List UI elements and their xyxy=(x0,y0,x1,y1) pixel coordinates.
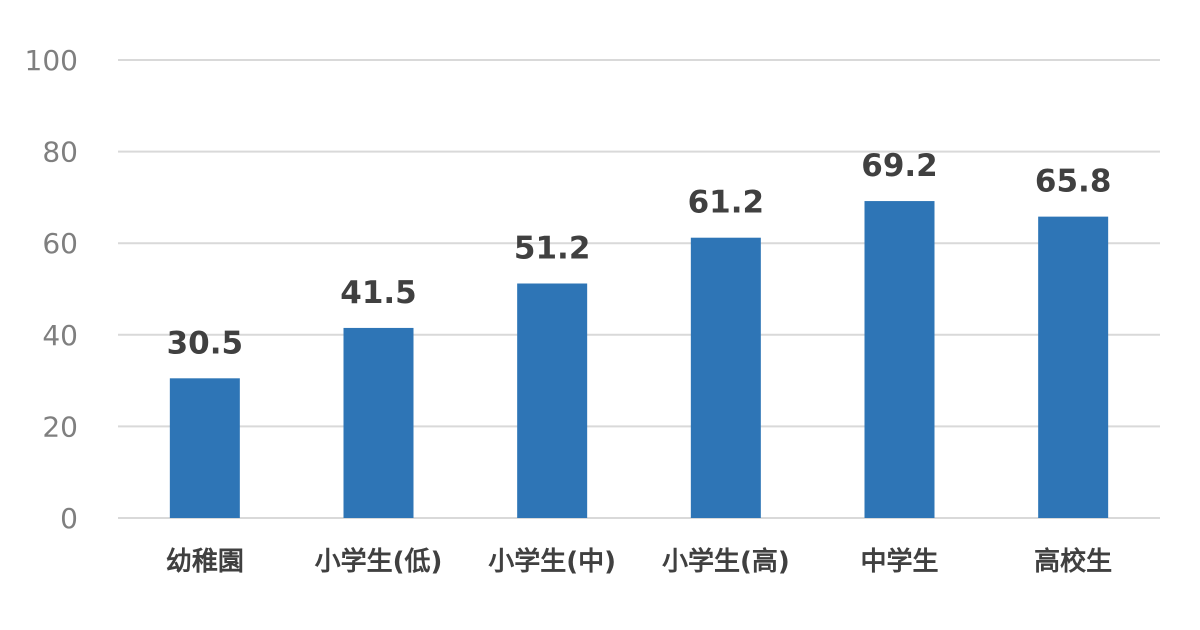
data-label: 41.5 xyxy=(340,275,417,311)
y-axis: 0 20 40 60 80 100 xyxy=(25,44,78,535)
x-tick-label: 幼稚園 xyxy=(166,547,244,577)
bar xyxy=(169,378,240,518)
x-tick-label: 小学生(中) xyxy=(488,546,616,577)
bar xyxy=(690,237,761,519)
bar xyxy=(1038,216,1109,519)
y-tick-label: 20 xyxy=(42,410,78,443)
bar xyxy=(517,283,588,518)
data-label: 61.2 xyxy=(688,185,765,221)
bar xyxy=(343,327,414,518)
data-label: 69.2 xyxy=(861,148,938,184)
bar xyxy=(864,201,935,518)
y-tick-label: 0 xyxy=(60,502,78,535)
data-label: 30.5 xyxy=(167,325,244,361)
y-tick-label: 80 xyxy=(42,136,78,169)
x-tick-label: 高校生 xyxy=(1034,546,1112,577)
data-label: 65.8 xyxy=(1035,164,1112,200)
x-axis: 幼稚園 小学生(低) 小学生(中) 小学生(高) 中学生 高校生 xyxy=(166,546,1112,577)
x-tick-label: 中学生 xyxy=(860,546,938,577)
bars xyxy=(169,201,1109,519)
gridlines xyxy=(118,59,1160,519)
data-label: 51.2 xyxy=(514,231,591,267)
x-tick-label: 小学生(高) xyxy=(662,546,790,577)
y-tick-label: 40 xyxy=(42,319,78,352)
y-tick-label: 60 xyxy=(42,227,78,260)
data-labels: 30.5 41.5 51.2 61.2 69.2 65.8 xyxy=(167,148,1112,361)
x-tick-label: 小学生(低) xyxy=(315,546,443,577)
y-tick-label: 100 xyxy=(25,44,78,77)
